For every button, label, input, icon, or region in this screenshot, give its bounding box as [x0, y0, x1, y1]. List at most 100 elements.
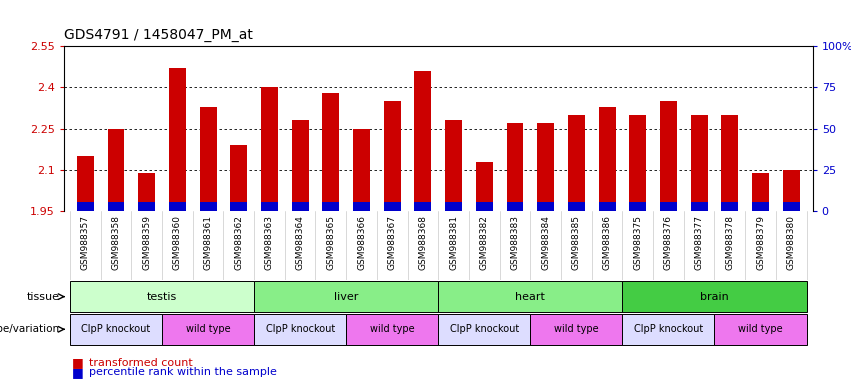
Bar — [722, 202, 739, 211]
Bar — [630, 202, 646, 211]
Bar — [598, 202, 615, 211]
Bar — [162, 314, 254, 345]
Bar — [445, 202, 462, 211]
Text: ClpP knockout: ClpP knockout — [82, 324, 151, 334]
Text: GSM988360: GSM988360 — [173, 215, 182, 270]
Text: GSM988379: GSM988379 — [756, 215, 765, 270]
Bar — [783, 202, 800, 211]
Bar — [70, 314, 162, 345]
Bar — [414, 71, 431, 211]
Text: ClpP knockout: ClpP knockout — [634, 324, 703, 334]
Bar — [630, 115, 646, 211]
Text: GSM988381: GSM988381 — [449, 215, 458, 270]
Bar — [752, 202, 769, 211]
Text: GDS4791 / 1458047_PM_at: GDS4791 / 1458047_PM_at — [64, 28, 253, 42]
Text: GSM988385: GSM988385 — [572, 215, 581, 270]
Bar — [323, 93, 340, 211]
Text: wild type: wild type — [186, 324, 231, 334]
Bar — [107, 202, 124, 211]
Bar — [622, 314, 715, 345]
Text: GSM988376: GSM988376 — [664, 215, 673, 270]
Bar — [261, 88, 278, 211]
Bar — [200, 107, 216, 211]
Bar — [783, 170, 800, 211]
Bar — [438, 314, 530, 345]
Bar — [200, 202, 216, 211]
Text: GSM988382: GSM988382 — [480, 215, 488, 270]
Bar — [537, 202, 554, 211]
Text: GSM988380: GSM988380 — [786, 215, 796, 270]
Text: brain: brain — [700, 291, 728, 302]
Text: GSM988359: GSM988359 — [142, 215, 151, 270]
Bar — [292, 121, 309, 211]
Text: ClpP knockout: ClpP knockout — [449, 324, 519, 334]
Bar — [169, 202, 186, 211]
Bar — [660, 202, 677, 211]
Text: GSM988363: GSM988363 — [265, 215, 274, 270]
Bar — [598, 107, 615, 211]
Text: GSM988383: GSM988383 — [511, 215, 519, 270]
Text: GSM988367: GSM988367 — [388, 215, 397, 270]
Text: GSM988357: GSM988357 — [81, 215, 90, 270]
Text: ■: ■ — [72, 366, 84, 379]
Text: GSM988386: GSM988386 — [603, 215, 612, 270]
Bar — [384, 202, 401, 211]
Bar — [169, 68, 186, 211]
Text: GSM988375: GSM988375 — [633, 215, 643, 270]
Bar — [323, 202, 340, 211]
Bar — [70, 281, 254, 312]
Bar — [107, 129, 124, 211]
Bar — [722, 115, 739, 211]
Text: GSM988384: GSM988384 — [541, 215, 551, 270]
Bar — [691, 202, 707, 211]
Bar — [691, 115, 707, 211]
Text: GSM988368: GSM988368 — [419, 215, 427, 270]
Bar — [530, 314, 622, 345]
Text: GSM988377: GSM988377 — [694, 215, 704, 270]
Bar — [231, 145, 247, 211]
Text: ClpP knockout: ClpP knockout — [266, 324, 334, 334]
Text: wild type: wild type — [554, 324, 599, 334]
Text: GSM988364: GSM988364 — [295, 215, 305, 270]
Text: transformed count: transformed count — [89, 358, 193, 368]
Bar — [537, 123, 554, 211]
Bar — [254, 281, 438, 312]
Bar — [77, 156, 94, 211]
Bar — [715, 314, 807, 345]
Text: testis: testis — [147, 291, 177, 302]
Text: GSM988378: GSM988378 — [725, 215, 734, 270]
Bar — [414, 202, 431, 211]
Bar — [231, 202, 247, 211]
Text: GSM988358: GSM988358 — [111, 215, 121, 270]
Text: heart: heart — [516, 291, 545, 302]
Text: wild type: wild type — [370, 324, 414, 334]
Text: GSM988366: GSM988366 — [357, 215, 366, 270]
Bar — [438, 281, 622, 312]
Bar — [752, 173, 769, 211]
Bar — [353, 129, 370, 211]
Text: genotype/variation: genotype/variation — [0, 324, 60, 334]
Text: GSM988361: GSM988361 — [203, 215, 213, 270]
Bar — [77, 202, 94, 211]
Bar — [660, 101, 677, 211]
Bar — [506, 202, 523, 211]
Bar — [292, 202, 309, 211]
Bar — [568, 202, 585, 211]
Bar — [384, 101, 401, 211]
Bar — [138, 173, 155, 211]
Text: ■: ■ — [72, 356, 84, 369]
Bar — [138, 202, 155, 211]
Bar — [476, 162, 493, 211]
Text: GSM988362: GSM988362 — [234, 215, 243, 270]
Text: liver: liver — [334, 291, 358, 302]
Text: GSM988365: GSM988365 — [326, 215, 335, 270]
Bar — [568, 115, 585, 211]
Text: percentile rank within the sample: percentile rank within the sample — [89, 367, 277, 377]
Bar — [261, 202, 278, 211]
Bar — [506, 123, 523, 211]
Bar — [254, 314, 346, 345]
Bar — [346, 314, 438, 345]
Bar — [445, 121, 462, 211]
Bar — [476, 202, 493, 211]
Text: tissue: tissue — [26, 291, 60, 302]
